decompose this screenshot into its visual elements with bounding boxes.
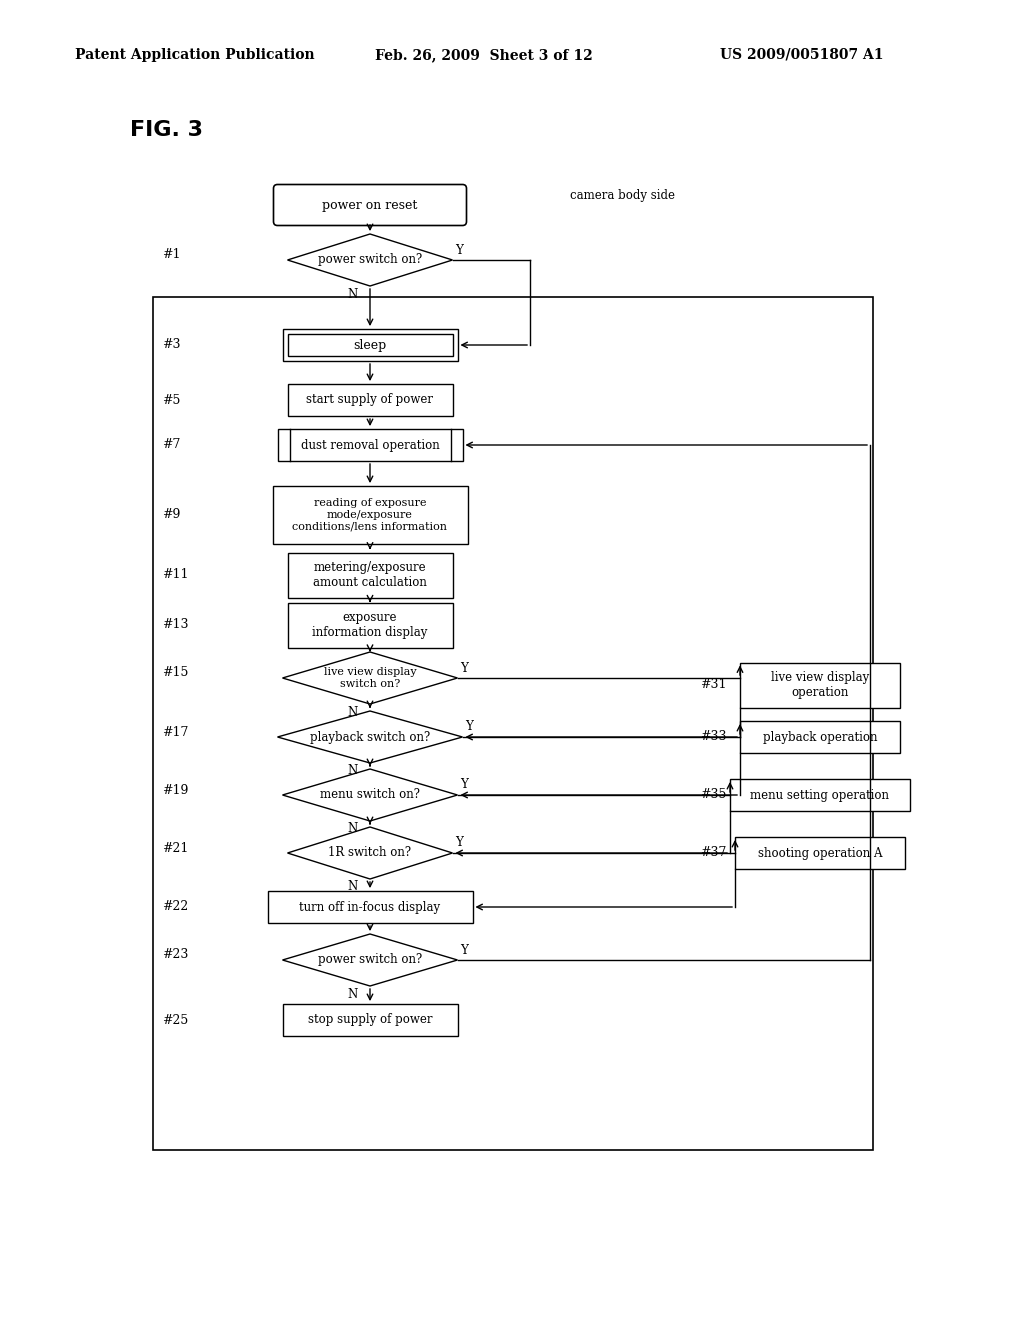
Text: shooting operation A: shooting operation A: [758, 846, 883, 859]
Text: playback switch on?: playback switch on?: [310, 730, 430, 743]
Text: turn off in-focus display: turn off in-focus display: [299, 900, 440, 913]
Text: sleep: sleep: [353, 338, 387, 351]
Text: power switch on?: power switch on?: [317, 253, 422, 267]
Polygon shape: [283, 770, 458, 821]
Text: Patent Application Publication: Patent Application Publication: [75, 48, 314, 62]
Bar: [730, 779, 910, 810]
Bar: [272, 486, 468, 544]
Text: camera body side: camera body side: [570, 189, 675, 202]
Text: #17: #17: [162, 726, 188, 738]
Text: #19: #19: [162, 784, 188, 796]
Text: Y: Y: [456, 837, 464, 850]
Text: FIG. 3: FIG. 3: [130, 120, 203, 140]
Bar: [288, 334, 453, 356]
Text: #1: #1: [162, 248, 180, 261]
Text: live view display
switch on?: live view display switch on?: [324, 667, 417, 689]
Text: #21: #21: [162, 842, 188, 854]
Text: exposure
information display: exposure information display: [312, 611, 428, 639]
Text: #35: #35: [700, 788, 726, 801]
Text: #23: #23: [162, 949, 188, 961]
Bar: [740, 663, 900, 708]
Text: #5: #5: [162, 393, 180, 407]
Text: Y: Y: [456, 243, 464, 256]
Bar: [153, 297, 873, 1150]
Text: #22: #22: [162, 900, 188, 913]
Text: reading of exposure
mode/exposure
conditions/lens information: reading of exposure mode/exposure condit…: [293, 499, 447, 532]
Polygon shape: [288, 234, 453, 286]
Bar: [288, 553, 453, 598]
Text: #15: #15: [162, 667, 188, 680]
Text: Y: Y: [461, 944, 468, 957]
Text: #11: #11: [162, 569, 188, 582]
Text: #37: #37: [700, 846, 726, 859]
Text: #31: #31: [700, 678, 726, 692]
Polygon shape: [283, 652, 458, 704]
Text: menu setting operation: menu setting operation: [751, 788, 890, 801]
Bar: [735, 837, 905, 869]
Text: #33: #33: [700, 730, 726, 743]
Text: #3: #3: [162, 338, 180, 351]
Text: #25: #25: [162, 1014, 188, 1027]
Polygon shape: [278, 711, 463, 763]
Text: N: N: [348, 764, 358, 777]
Polygon shape: [288, 828, 453, 879]
Text: US 2009/0051807 A1: US 2009/0051807 A1: [720, 48, 884, 62]
Text: #13: #13: [162, 619, 188, 631]
Bar: [288, 384, 453, 416]
Text: start supply of power: start supply of power: [306, 393, 433, 407]
Text: Y: Y: [461, 779, 468, 792]
Bar: [740, 721, 900, 752]
Text: Y: Y: [466, 721, 473, 734]
Bar: [283, 1005, 458, 1036]
Text: stop supply of power: stop supply of power: [308, 1014, 432, 1027]
Text: #9: #9: [162, 508, 180, 521]
Text: metering/exposure
amount calculation: metering/exposure amount calculation: [313, 561, 427, 589]
Bar: [267, 891, 472, 923]
Bar: [288, 602, 453, 648]
Bar: [283, 329, 458, 360]
Text: power switch on?: power switch on?: [317, 953, 422, 966]
Text: N: N: [348, 705, 358, 718]
Text: Feb. 26, 2009  Sheet 3 of 12: Feb. 26, 2009 Sheet 3 of 12: [375, 48, 593, 62]
Text: live view display
operation: live view display operation: [771, 671, 869, 700]
Text: N: N: [348, 288, 358, 301]
FancyBboxPatch shape: [273, 185, 467, 226]
Text: Y: Y: [461, 661, 468, 675]
Text: power on reset: power on reset: [323, 198, 418, 211]
Polygon shape: [283, 935, 458, 986]
Text: menu switch on?: menu switch on?: [319, 788, 420, 801]
Text: 1R switch on?: 1R switch on?: [329, 846, 412, 859]
Text: #7: #7: [162, 438, 180, 451]
Text: N: N: [348, 822, 358, 836]
Text: playback operation: playback operation: [763, 730, 878, 743]
Bar: [278, 429, 463, 461]
Text: dust removal operation: dust removal operation: [301, 438, 439, 451]
Text: N: N: [348, 987, 358, 1001]
Text: N: N: [348, 880, 358, 894]
